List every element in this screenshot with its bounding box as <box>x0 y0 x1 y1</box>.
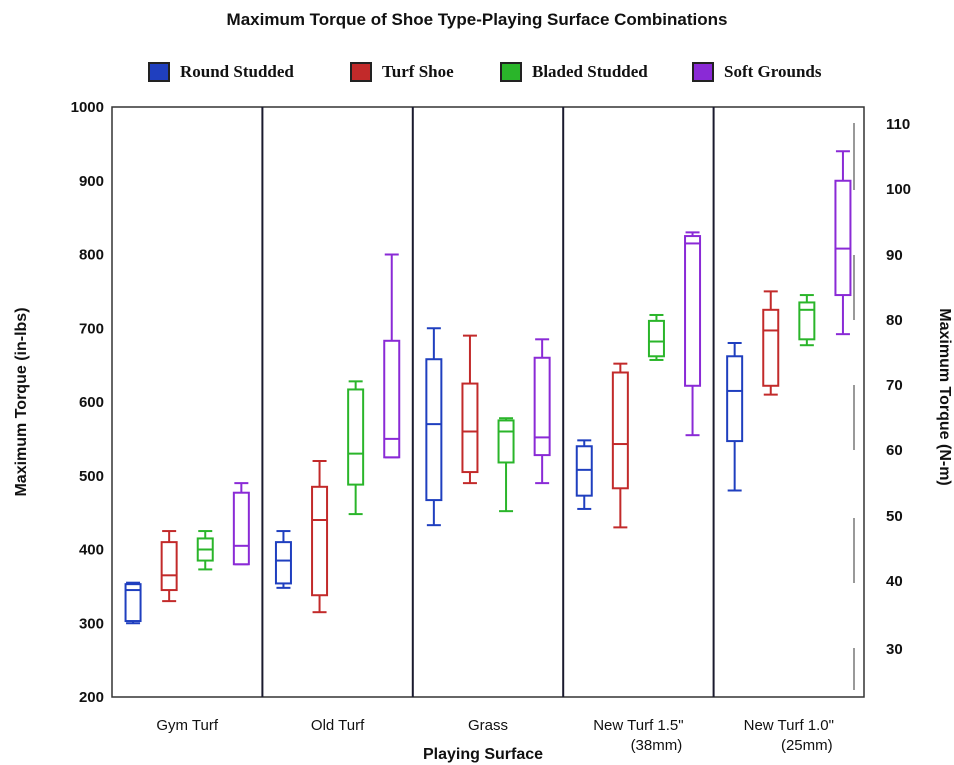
legend-item: Bladed Studded <box>500 58 648 86</box>
y2-tick-label: 60 <box>886 442 903 459</box>
box-plot <box>124 581 142 625</box>
box-plot <box>647 313 665 361</box>
x-category-label: New Turf 1.0" <box>744 717 834 734</box>
y2-tick-label: 80 <box>886 312 903 329</box>
box-plot <box>798 294 816 347</box>
box-iqr <box>762 308 780 387</box>
y2-axis-title: Maximum Torque (N-m) <box>936 308 953 485</box>
box-iqr <box>726 355 744 443</box>
legend: Round Studded Turf Shoe Bladed Studded Soft… <box>0 58 954 86</box>
box-plot <box>533 338 551 485</box>
box-plot <box>383 253 401 459</box>
box-plot <box>726 342 744 492</box>
plot-frame <box>111 106 865 698</box>
y2-tick-label: 110 <box>886 116 910 133</box>
box-plot <box>311 460 329 614</box>
x-category-label: (38mm) <box>631 737 683 754</box>
y2-tick-label: 70 <box>886 377 903 394</box>
legend-label: Turf Shoe <box>382 62 454 81</box>
legend-label: Bladed Studded <box>532 62 648 81</box>
box-plot <box>347 380 365 516</box>
y2-tick-label: 30 <box>886 641 903 658</box>
box-plot <box>762 290 780 396</box>
box-iqr <box>497 419 515 464</box>
chart-title: Maximum Torque of Shoe Type-Playing Surf… <box>226 10 728 29</box>
legend-label: Soft Grounds <box>724 62 822 81</box>
box-iqr <box>383 339 401 459</box>
legend-swatch <box>500 62 522 82</box>
x-category-label: Gym Turf <box>156 717 219 734</box>
box-plot <box>232 482 250 566</box>
legend-swatch <box>350 62 372 82</box>
y2-tick-label: 100 <box>886 181 911 198</box>
box-plot <box>575 439 593 510</box>
box-iqr <box>124 583 142 623</box>
box-plot <box>497 417 515 513</box>
box-iqr <box>160 541 178 592</box>
legend-swatch <box>148 62 170 82</box>
box-plot <box>684 231 702 437</box>
box-iqr <box>798 301 816 341</box>
box-iqr <box>834 179 852 297</box>
x-category-label: Grass <box>468 717 508 734</box>
y2-tick-label: 40 <box>886 573 903 590</box>
legend-label: Round Studded <box>180 62 294 81</box>
box-iqr <box>347 388 365 486</box>
x-category-label: Old Turf <box>311 717 365 734</box>
box-plot <box>834 150 852 336</box>
y2-tick-label: 90 <box>886 247 903 264</box>
x-axis-title: Playing Surface <box>423 746 543 763</box>
box-plot <box>160 530 178 603</box>
box-plot <box>611 362 629 529</box>
box-iqr <box>232 491 250 566</box>
box-iqr <box>311 485 329 597</box>
legend-item: Round Studded <box>148 58 294 86</box>
box-iqr <box>684 235 702 387</box>
box-iqr <box>611 371 629 490</box>
legend-swatch <box>692 62 714 82</box>
box-iqr <box>274 541 292 585</box>
box-iqr <box>425 358 443 502</box>
y2-tick-label: 50 <box>886 508 903 525</box>
y-tick-label: 500 <box>79 468 104 485</box>
y-tick-label: 600 <box>79 394 104 411</box>
legend-item: Soft Grounds <box>692 58 821 86</box>
legend-item: Turf Shoe <box>350 58 454 86</box>
box-iqr <box>575 445 593 497</box>
y-tick-label: 900 <box>79 173 104 190</box>
box-plot <box>425 327 443 527</box>
box-iqr <box>533 356 551 457</box>
x-category-label: New Turf 1.5" <box>593 717 683 734</box>
x-category-label: (25mm) <box>781 737 833 754</box>
box-iqr <box>647 319 665 358</box>
box-iqr <box>461 382 479 474</box>
box-plot <box>196 530 214 571</box>
box-plot <box>461 334 479 485</box>
y-tick-label: 200 <box>79 689 104 706</box>
box-plot <box>274 530 292 589</box>
y-tick-label: 300 <box>79 615 104 632</box>
y-axis-title: Maximum Torque (in-lbs) <box>13 307 30 496</box>
y-tick-label: 800 <box>79 247 104 264</box>
y-tick-label: 1000 <box>71 99 104 116</box>
y-tick-label: 400 <box>79 542 104 559</box>
y-tick-label: 700 <box>79 320 104 337</box>
